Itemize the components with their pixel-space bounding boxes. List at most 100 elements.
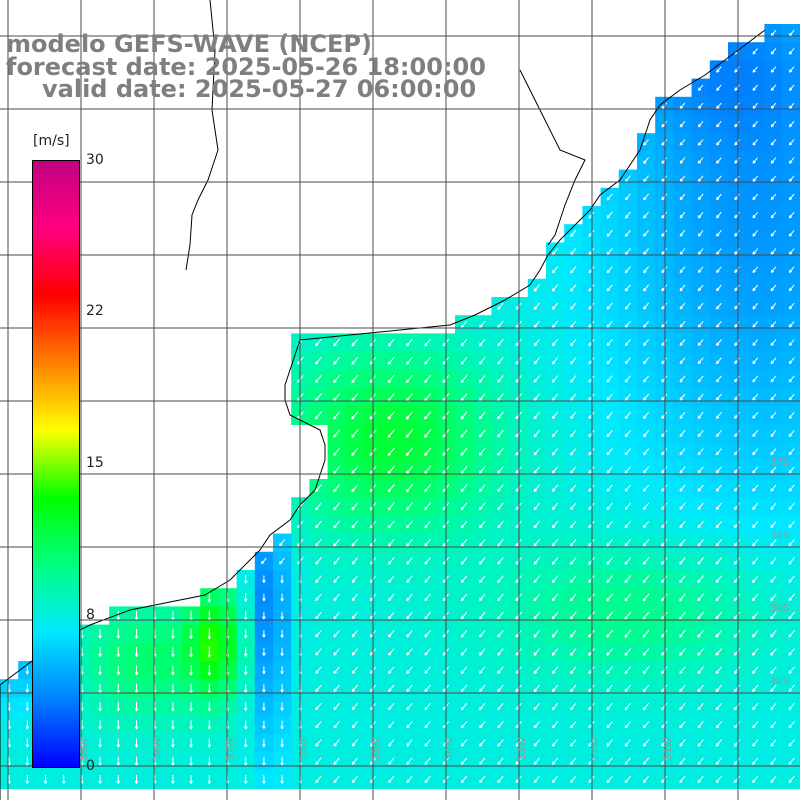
wind-arrow xyxy=(351,721,358,729)
wind-arrow xyxy=(497,721,504,729)
wind-arrow xyxy=(315,557,322,565)
wind-arrow xyxy=(642,538,650,547)
wind-arrow xyxy=(351,557,359,565)
wind-arrow xyxy=(551,520,559,529)
wind-arrow xyxy=(752,539,759,547)
wind-arrow xyxy=(570,538,577,547)
wind-arrow xyxy=(770,557,777,565)
wind-arrow xyxy=(770,739,777,747)
wind-arrow xyxy=(315,721,322,729)
wind-arrow xyxy=(734,193,740,201)
wind-arrow xyxy=(770,66,777,73)
wind-arrow xyxy=(715,411,722,419)
wind-arrow xyxy=(479,629,486,638)
wind-arrow xyxy=(606,248,613,256)
wind-arrow xyxy=(770,448,777,456)
wind-arrow xyxy=(716,175,722,183)
wind-arrow xyxy=(262,575,266,584)
wind-arrow xyxy=(770,539,777,547)
wind-arrow xyxy=(716,139,722,146)
wind-arrow xyxy=(752,266,759,274)
wind-arrow xyxy=(262,611,266,620)
wind-arrow xyxy=(351,374,359,384)
wind-arrow xyxy=(679,539,686,547)
wind-arrow xyxy=(406,648,413,656)
wind-arrow xyxy=(770,193,777,201)
wind-arrow xyxy=(661,211,668,219)
wind-arrow xyxy=(770,302,777,310)
wind-arrow xyxy=(551,266,559,274)
wind-arrow xyxy=(715,648,723,656)
wind-arrow xyxy=(315,757,322,765)
colorbar-unit-label: [m/s] xyxy=(33,133,70,149)
wind-arrow xyxy=(788,757,795,765)
wind-arrow xyxy=(315,502,322,511)
wind-arrow xyxy=(243,574,248,584)
wind-arrow xyxy=(733,520,741,529)
wind-arrow xyxy=(788,284,795,292)
wind-arrow xyxy=(715,666,723,674)
wind-arrow xyxy=(406,666,413,674)
wind-arrow xyxy=(424,538,431,547)
wind-arrow xyxy=(624,302,631,310)
wind-arrow xyxy=(387,447,395,457)
wind-arrow xyxy=(551,448,559,456)
wind-arrow xyxy=(624,557,632,565)
wind-arrow xyxy=(788,520,795,529)
wind-arrow xyxy=(788,357,795,365)
wind-arrow xyxy=(788,193,795,201)
wind-arrow xyxy=(752,157,758,164)
wind-arrow xyxy=(570,702,577,711)
wind-arrow xyxy=(460,611,468,620)
wind-arrow xyxy=(788,248,795,255)
wind-arrow xyxy=(207,628,212,640)
wind-arrow xyxy=(388,630,395,638)
wind-arrow xyxy=(497,411,504,420)
wind-arrow xyxy=(134,720,139,730)
wind-arrow xyxy=(752,48,758,55)
wind-arrow xyxy=(551,338,559,347)
wind-arrow xyxy=(570,775,577,784)
wind-arrow xyxy=(788,629,795,638)
wind-arrow xyxy=(642,684,650,693)
wind-speed-cells xyxy=(0,24,800,789)
wind-arrow xyxy=(333,611,340,620)
wind-arrow xyxy=(570,411,577,420)
wind-arrow xyxy=(351,429,359,438)
wind-arrow xyxy=(788,648,795,656)
wind-arrow xyxy=(752,84,758,91)
wind-arrow xyxy=(770,230,777,237)
wind-arrow xyxy=(280,611,284,620)
wind-arrow xyxy=(624,229,631,237)
wind-arrow xyxy=(752,593,759,602)
wind-arrow xyxy=(624,702,632,711)
wind-arrow xyxy=(424,447,432,457)
wind-arrow xyxy=(606,411,613,419)
wind-arrow xyxy=(479,684,486,693)
wind-arrow xyxy=(424,684,431,693)
wind-arrow xyxy=(716,320,722,328)
wind-arrow xyxy=(280,593,284,602)
wind-arrow xyxy=(661,157,668,164)
wind-arrow xyxy=(624,393,631,401)
wind-arrow xyxy=(551,721,559,729)
wind-arrow xyxy=(606,266,613,274)
wind-arrow xyxy=(697,466,704,474)
wind-arrow xyxy=(733,684,741,693)
wind-arrow xyxy=(460,484,468,493)
wind-arrow xyxy=(624,629,632,638)
wind-arrow xyxy=(661,193,668,201)
wind-arrow xyxy=(606,611,614,620)
grid-labels: 37S 38S 39S 40S 59W 58W 57W 56W 55W 54W 53W 52W 51W xyxy=(79,457,789,760)
wind-arrow xyxy=(661,684,668,693)
longitude-label: 58W xyxy=(152,737,163,760)
wind-arrow xyxy=(679,739,686,747)
wind-arrow xyxy=(569,593,577,602)
wind-arrow xyxy=(533,357,540,365)
wind-arrow xyxy=(734,211,740,219)
wind-arrow xyxy=(660,666,668,675)
wind-arrow xyxy=(660,593,668,602)
wind-arrow xyxy=(279,557,285,565)
wind-arrow xyxy=(388,648,395,656)
